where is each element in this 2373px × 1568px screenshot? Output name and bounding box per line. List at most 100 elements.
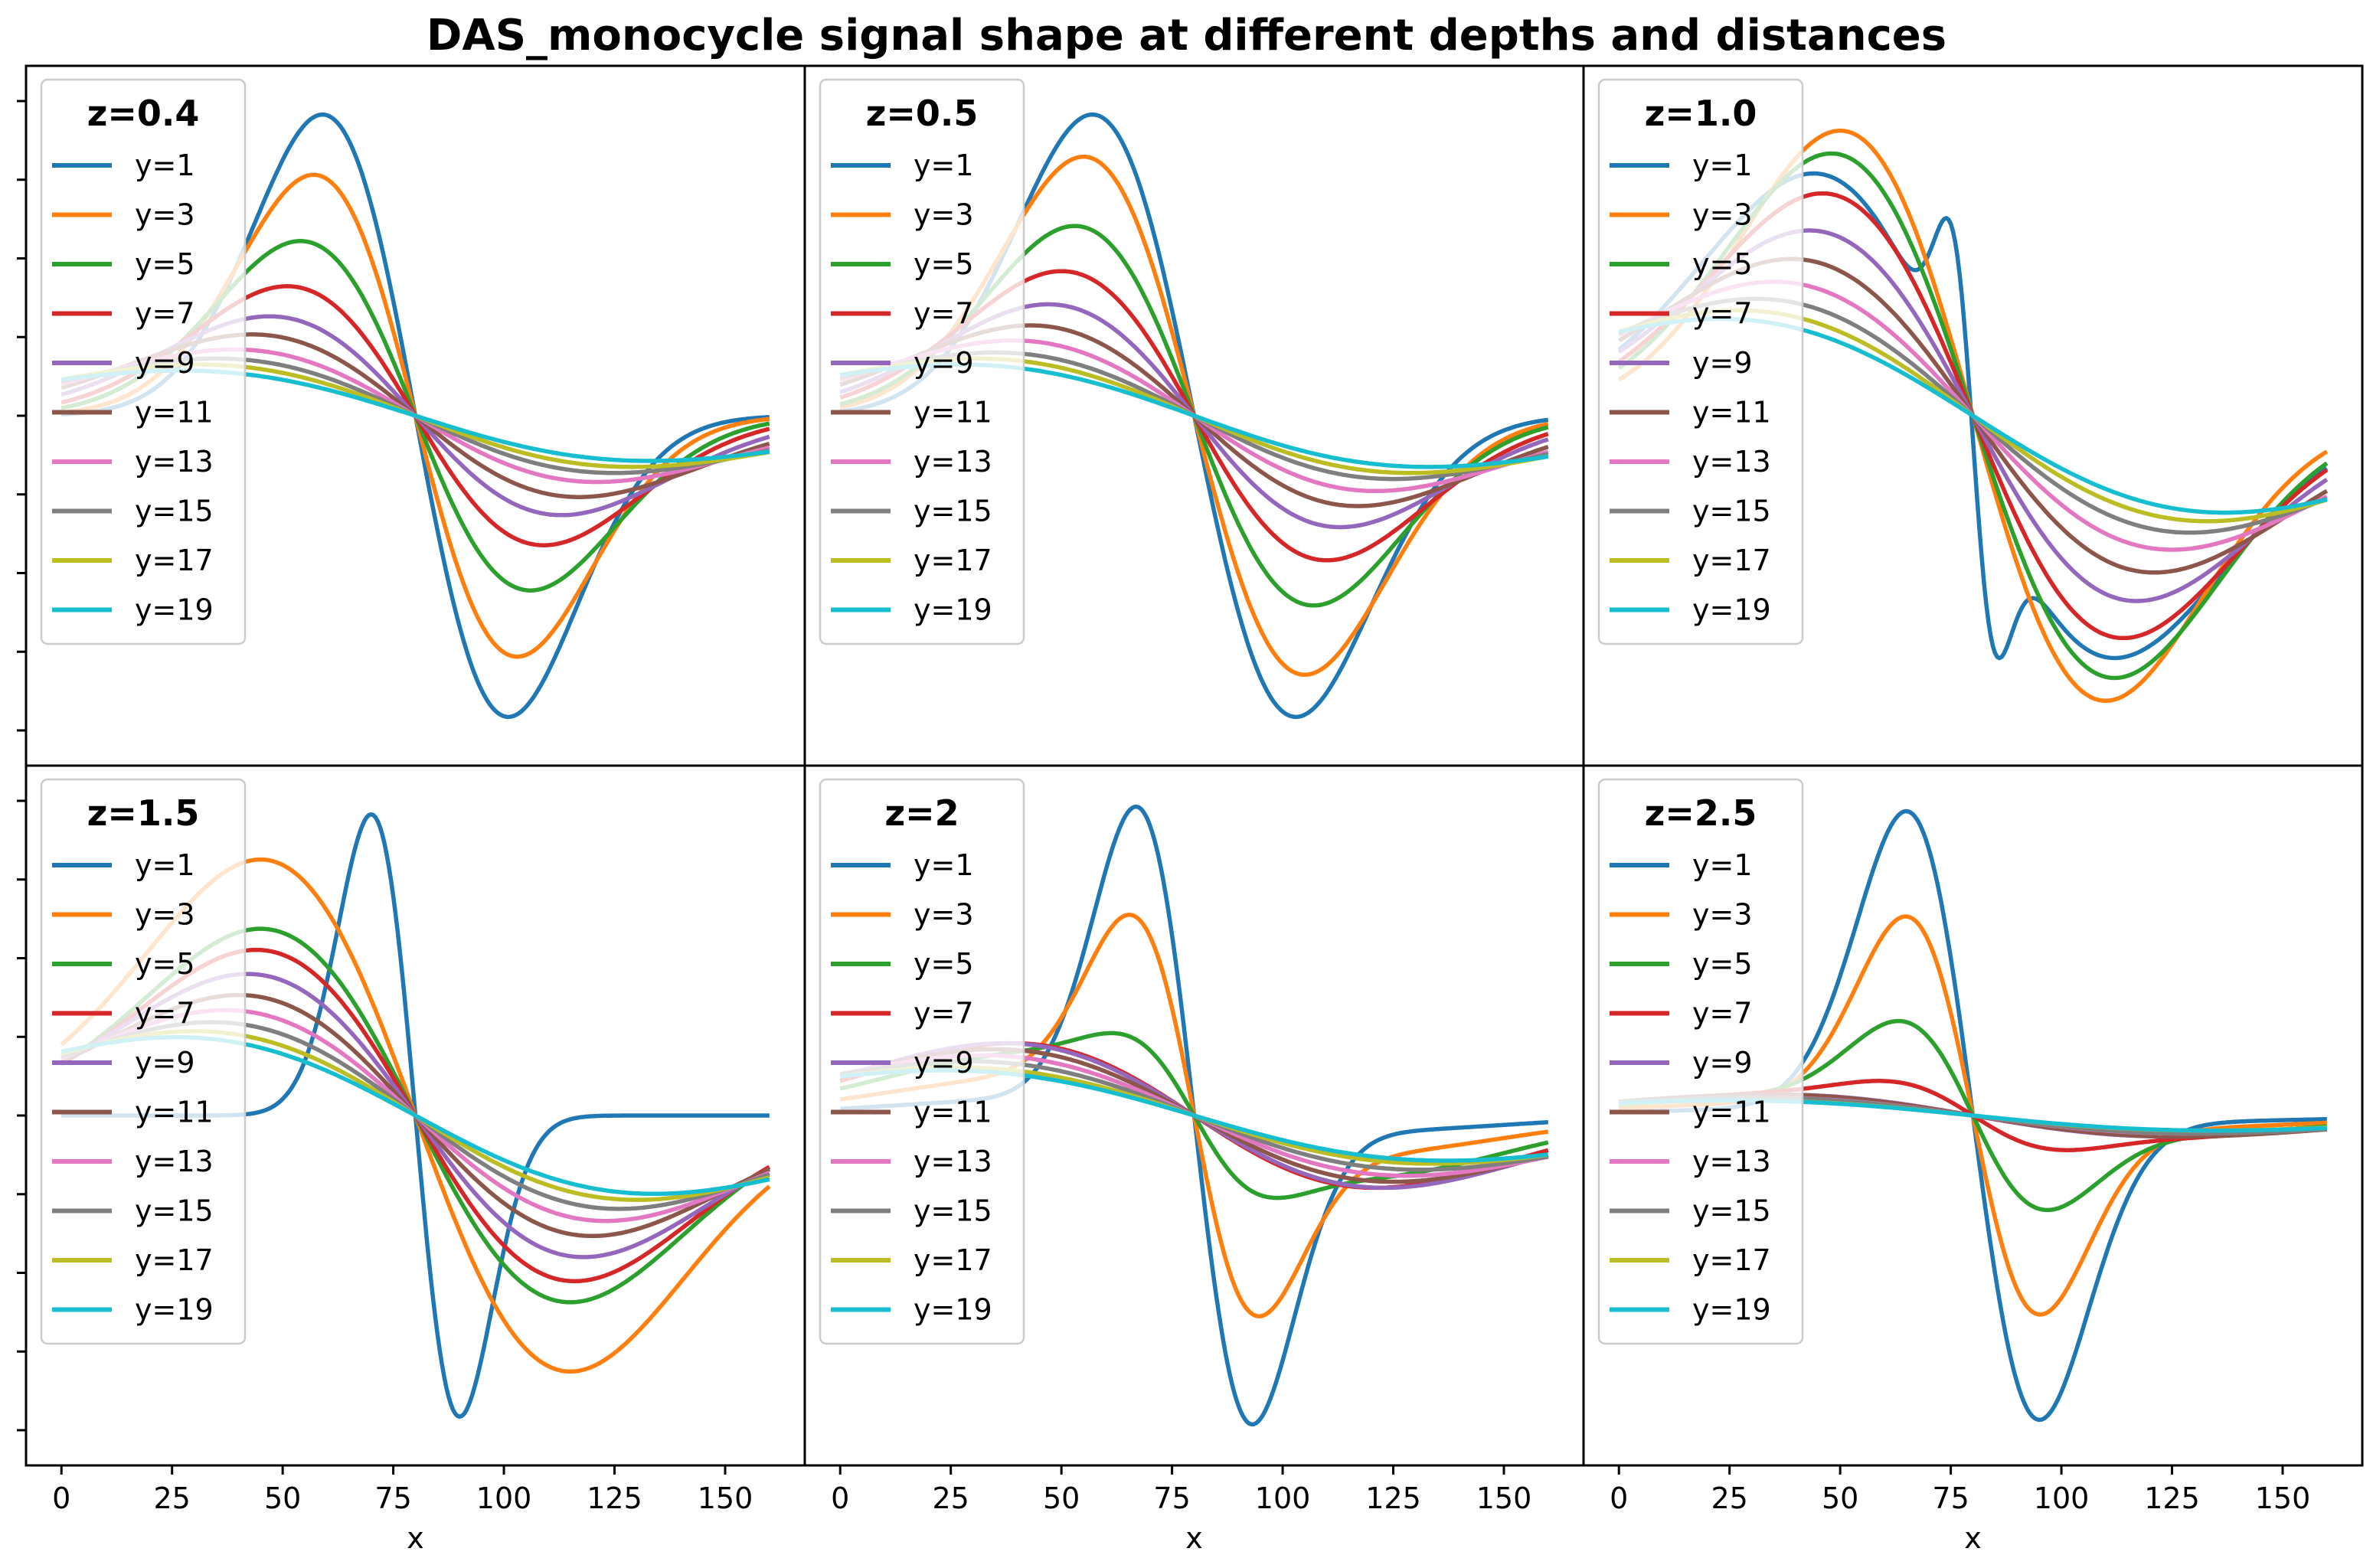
x-tick-label: 75 — [1153, 1481, 1190, 1515]
legend-label: y=5 — [914, 247, 974, 281]
x-axis-label: x — [1185, 1521, 1203, 1555]
legend-label: y=3 — [914, 898, 974, 932]
legend-label: y=3 — [135, 898, 195, 932]
legend-label: y=13 — [914, 445, 992, 479]
legend-label: y=19 — [914, 1293, 992, 1327]
legend-label: y=3 — [914, 198, 974, 232]
x-tick-label: 100 — [2034, 1481, 2090, 1515]
legend-label: y=9 — [1692, 1046, 1753, 1080]
legend-label: y=1 — [1692, 149, 1753, 182]
legend-label: y=5 — [135, 247, 195, 281]
legend-label: y=3 — [1692, 198, 1753, 232]
panel-6: 0 25 50 75 100 125 150 x z=2.5 y=1 y=3 y=5 y=7 y=9 y=1… — [1597, 778, 2327, 1555]
legend-label: y=5 — [914, 947, 974, 981]
legend-label: y=9 — [135, 346, 195, 380]
legend-box — [40, 778, 247, 1345]
panel-2: z=0.5 y=1 y=3 y=5 y=7 y=9 y=11 y=13 y=15 y=17 y=19 — [819, 78, 1549, 720]
legend-label: y=17 — [914, 1243, 992, 1277]
legend-label: y=7 — [135, 997, 195, 1031]
x-tick-label: 0 — [1610, 1481, 1628, 1515]
legend-label: y=9 — [914, 346, 974, 380]
legend-label: y=9 — [914, 1046, 974, 1080]
legend-label: y=15 — [135, 495, 214, 528]
legend-label: y=17 — [135, 544, 214, 577]
legend-label: y=15 — [914, 495, 992, 528]
legend-title: z=1.0 — [1645, 93, 1757, 134]
legend-label: y=19 — [914, 593, 992, 627]
legend-label: y=3 — [135, 198, 195, 232]
legend-label: y=1 — [914, 848, 974, 882]
x-tick-label: 125 — [2144, 1481, 2200, 1515]
legend-label: y=7 — [914, 997, 974, 1031]
legend-label: y=13 — [135, 445, 214, 479]
legend-title: z=2 — [884, 792, 959, 834]
panel-3: z=1.0 y=1 y=3 y=5 y=7 y=9 y=11 y=13 y=15 y=17 y=19 — [1597, 78, 2329, 704]
panel-1: z=0.4 y=1 y=3 y=5 y=7 y=9 y=11 y=13 y=15 y=17 y=19 — [17, 78, 770, 732]
legend-label: y=1 — [914, 149, 974, 182]
legend-label: y=5 — [135, 947, 195, 981]
legend-label: y=1 — [135, 149, 195, 182]
legend-label: y=5 — [1692, 247, 1753, 281]
legend-box — [819, 778, 1025, 1345]
x-tick-label: 100 — [1255, 1481, 1311, 1515]
legend-label: y=13 — [1692, 445, 1771, 479]
legend-box — [1597, 78, 1804, 645]
x-tick-label: 50 — [264, 1481, 301, 1515]
legend-label: y=11 — [1692, 1096, 1771, 1129]
legend-label: y=5 — [1692, 947, 1753, 981]
x-tick-label: 100 — [476, 1481, 532, 1515]
legend-label: y=7 — [1692, 297, 1753, 331]
x-tick-label: 125 — [1365, 1481, 1421, 1515]
legend-label: y=15 — [914, 1194, 992, 1228]
legend-label: y=7 — [914, 297, 974, 331]
legend-label: y=9 — [1692, 346, 1753, 380]
legend-label: y=15 — [1692, 1194, 1771, 1228]
legend-label: y=3 — [1692, 898, 1753, 932]
x-tick-label: 0 — [831, 1481, 849, 1515]
x-tick-label: 125 — [587, 1481, 642, 1515]
legend-label: y=9 — [135, 1046, 195, 1080]
legend-box — [40, 78, 247, 645]
legend-label: y=17 — [1692, 1243, 1771, 1277]
legend-label: y=17 — [1692, 544, 1771, 577]
legend-title: z=2.5 — [1645, 792, 1757, 834]
legend-label: y=11 — [135, 396, 214, 430]
x-tick-label: 25 — [154, 1481, 191, 1515]
legend-label: y=11 — [914, 1096, 992, 1129]
legend-label: y=13 — [1692, 1145, 1771, 1178]
x-axis-label: x — [1964, 1521, 1982, 1555]
legend-box — [1597, 778, 1804, 1345]
panel-5: 0 25 50 75 100 125 150 x z=2 y=1 y=3 y=5 y=7 y=9 y=11 y… — [819, 778, 1549, 1555]
x-axis-label: x — [407, 1521, 424, 1555]
legend-label: y=19 — [135, 593, 214, 627]
legend-label: y=13 — [135, 1145, 214, 1178]
legend-label: y=1 — [135, 848, 195, 882]
chart-title: DAS_monocycle signal shape at different … — [426, 11, 1947, 60]
legend-box — [819, 78, 1025, 645]
legend-label: y=19 — [135, 1293, 214, 1327]
legend-label: y=1 — [1692, 848, 1753, 882]
legend-label: y=19 — [1692, 593, 1771, 627]
x-tick-label: 0 — [52, 1481, 70, 1515]
x-tick-label: 25 — [933, 1481, 969, 1515]
x-tick-label: 75 — [374, 1481, 411, 1515]
legend-label: y=11 — [914, 396, 992, 430]
legend-label: y=17 — [135, 1243, 214, 1277]
x-tick-label: 150 — [1476, 1481, 1532, 1515]
x-tick-label: 150 — [698, 1481, 753, 1515]
legend-label: y=15 — [135, 1194, 214, 1228]
legend-label: y=11 — [135, 1096, 214, 1129]
legend-title: z=0.4 — [87, 93, 200, 134]
legend-label: y=7 — [135, 297, 195, 331]
x-tick-label: 50 — [1822, 1481, 1858, 1515]
legend-title: z=1.5 — [87, 792, 200, 834]
legend-title: z=0.5 — [866, 93, 979, 134]
panel-4: 0 25 50 75 100 125 150 x z=1.5 y=1 y=3 y=5 y=7 y=9 y=1… — [17, 778, 771, 1555]
x-tick-label: 75 — [1932, 1481, 1969, 1515]
x-tick-label: 25 — [1711, 1481, 1748, 1515]
legend-label: y=13 — [914, 1145, 992, 1178]
legend-label: y=11 — [1692, 396, 1771, 430]
x-tick-label: 150 — [2255, 1481, 2311, 1515]
legend-label: y=7 — [1692, 997, 1753, 1031]
